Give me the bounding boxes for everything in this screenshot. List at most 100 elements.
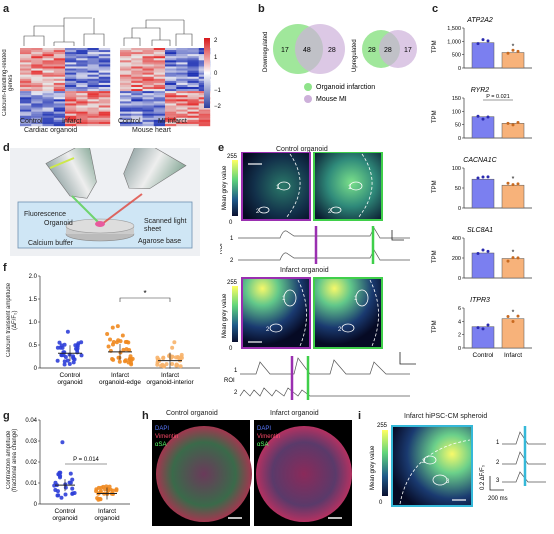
heatmap-cell (87, 66, 99, 69)
heatmap-cell (120, 74, 132, 77)
heatmap-cell (42, 117, 54, 121)
objective-right (123, 148, 187, 189)
heatmap-cell (20, 103, 32, 106)
heatmap-cell (76, 87, 88, 90)
heatmap-cell (65, 111, 77, 114)
heatmap-cell (42, 113, 54, 116)
heatmap-cell (153, 78, 166, 82)
heatmap-cell (153, 107, 166, 110)
heatmap-cell (176, 101, 188, 104)
heatmap-cell (53, 97, 66, 100)
heatmap-cell (53, 123, 66, 127)
heatmap-cell (53, 58, 66, 61)
heatmap-cell (120, 78, 132, 82)
heatmap-cell (153, 54, 166, 57)
data-point (486, 323, 490, 327)
heatmap-cell (131, 58, 143, 61)
heatmap-cell (131, 107, 143, 110)
data-point (506, 315, 510, 319)
heatmap-cell (165, 97, 177, 100)
heatmap-cell (20, 84, 32, 88)
heatmap-cell (198, 115, 211, 118)
schematic-label: Organoid (44, 220, 73, 227)
heatmap-cell (42, 99, 54, 102)
heatmap-cell (187, 84, 199, 88)
heatmap-cell (20, 48, 32, 51)
heatmap-cell (76, 95, 88, 98)
svg-text:2: 2 (496, 460, 500, 466)
data-point (68, 471, 73, 476)
heatmap-cell (65, 76, 77, 79)
heatmap-cell (42, 82, 54, 86)
heatmap-cell (98, 72, 111, 75)
heatmap-cell (176, 115, 188, 118)
heatmap-cell (65, 84, 77, 88)
heatmap-cell (176, 95, 188, 98)
heatmap-cell (42, 80, 54, 84)
heatmap-cell (165, 52, 177, 55)
heatmap-cell (31, 117, 43, 121)
heatmap-cell (42, 72, 54, 75)
heatmap-cell (142, 78, 154, 82)
data-point (108, 337, 113, 342)
heatmap-cell (165, 48, 177, 51)
heatmap-cell (65, 70, 77, 73)
data-point (481, 38, 485, 42)
heatmap-cell (187, 107, 199, 110)
spheroid-image (391, 425, 473, 507)
immunostaining-images: DAPI Vimentin αSA DAPI Vimentin αSA (152, 420, 352, 526)
roi-axis-label: ROI (220, 243, 224, 254)
heatmap-cell (153, 52, 166, 55)
heatmap-cell (87, 97, 99, 100)
data-point (75, 346, 80, 351)
heatmap-cell (98, 66, 111, 69)
tick-label: 1.5 (29, 297, 38, 303)
heatmap-cell (53, 84, 66, 88)
i-title: Infarct hiPSC-CM spheroid (404, 413, 488, 420)
heatmap-cell (42, 123, 54, 127)
data-point (476, 252, 480, 256)
data-point (72, 491, 77, 496)
heatmap-cell (20, 72, 32, 75)
heatmap-cell (42, 91, 54, 94)
heatmap-cell (53, 60, 66, 63)
x-category: organoid-edge (99, 379, 141, 386)
heatmap-cell (153, 103, 166, 106)
heatmap-cell (87, 54, 99, 57)
heatmap-cell (142, 64, 154, 67)
spheroid-imaging: 255 0 Mean grey value 2 3 0.2 ΔF/F₀ 1 2 … (370, 423, 546, 507)
heatmap-cell (142, 70, 154, 73)
heatmap-cell (65, 107, 77, 110)
heatmap-cell (187, 113, 199, 116)
heatmap-cell (98, 52, 111, 55)
heatmap-cell (87, 84, 99, 88)
heatmap-cell (20, 66, 32, 69)
heatmap-cell (53, 54, 66, 57)
heatmap-mouse (120, 48, 211, 127)
heatmap-cell (20, 54, 32, 57)
heatmap-cell (120, 72, 132, 75)
heatmap-cell (76, 111, 88, 114)
heatmap-cell (153, 80, 166, 84)
heatmap-cell (65, 62, 77, 65)
x-category: Infarct (98, 508, 116, 515)
heatmap-cell (131, 50, 143, 53)
heatmap-cell (120, 111, 132, 114)
heatmap-cell (131, 99, 143, 102)
heatmap-cell (142, 52, 154, 55)
data-point (110, 325, 115, 330)
control-organoid-title: Control organoid (276, 146, 328, 153)
heatmap-cell (153, 50, 166, 53)
heatmap-cell (87, 111, 99, 114)
panel-label-f: f (3, 262, 7, 274)
heatmap-cell (142, 60, 154, 63)
p-value: P = 0.014 (73, 457, 99, 463)
heatmap-cell (53, 62, 66, 65)
heatmap-cell (65, 66, 77, 69)
heatmap-cell (87, 52, 99, 55)
heatmap-cell (76, 115, 88, 118)
data-point (124, 339, 129, 344)
tick-label: 50 (455, 186, 461, 192)
heatmap-cell (20, 64, 32, 67)
heatmap-cell (165, 99, 177, 102)
